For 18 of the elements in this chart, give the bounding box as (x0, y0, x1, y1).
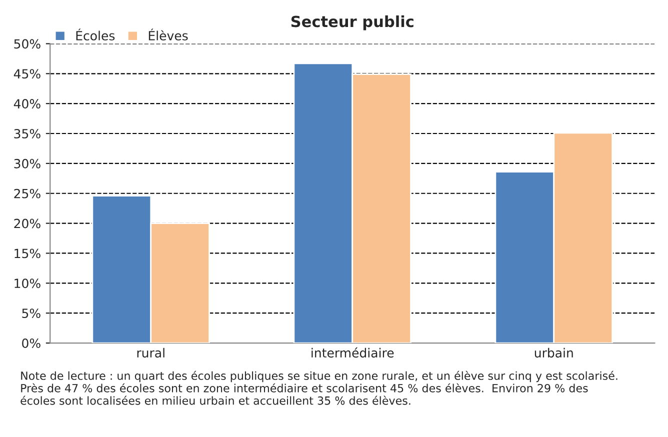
legend-label: Élèves (148, 28, 188, 40)
y-tick-label: 10% (14, 278, 40, 288)
y-tick-label: 0% (22, 338, 40, 348)
y-tick-label: 15% (14, 248, 40, 258)
y-tick-label: 40% (14, 99, 40, 108)
x-tick-label: urbain (534, 348, 573, 358)
text: Note de lecture : un quart des écoles publiques se situe en zone rurale, et un élève sur cinq y est scolarisé. Près de 47 % des écoles sont en zone intermédiaire et scolarisent 45 % des élèves. Environ 29 % des écoles sont localisées en milieu urbain et accueillent 35 % des élèves. (20, 370, 618, 405)
y-tick-label: 25% (14, 188, 40, 198)
y-tick-label: 45% (14, 69, 40, 79)
x-tick-label: rural (137, 348, 164, 358)
y-tick-label: 30% (14, 158, 40, 168)
y-tick-label: 20% (14, 218, 40, 228)
legend-label: Écoles (76, 28, 115, 40)
y-tick-label: 50% (14, 39, 40, 49)
y-tick-label: 35% (14, 128, 40, 138)
x-tick-label: intermédiaire (312, 347, 394, 358)
y-tick-label: 5% (22, 308, 40, 318)
chart-title: Secteur public (291, 15, 414, 30)
